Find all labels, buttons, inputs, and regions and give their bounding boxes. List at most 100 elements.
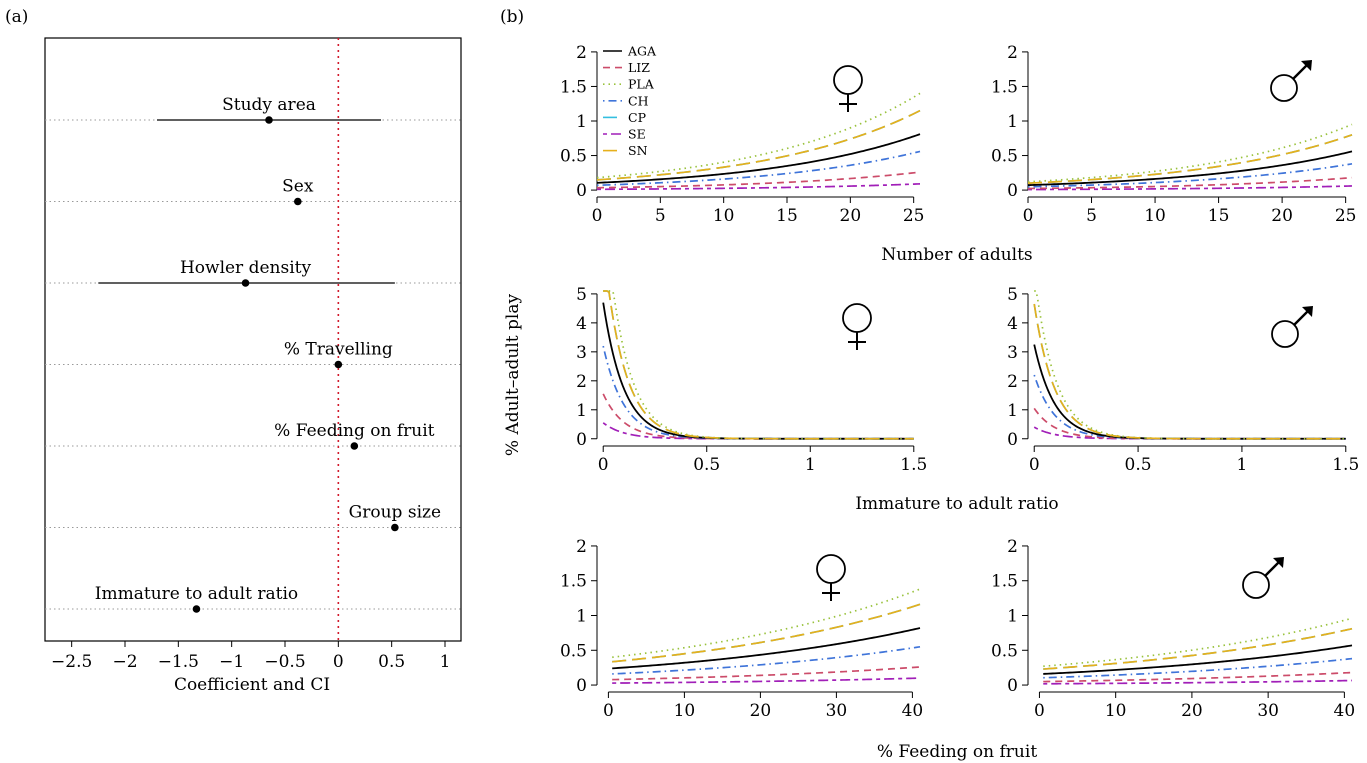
male-symbol-arrowhead [1273,557,1284,568]
y-tick-label: 5 [1007,285,1018,305]
series-line-se [1027,185,1353,191]
y-tick-label: 0.5 [560,641,587,661]
y-tick-label: 2 [576,43,587,63]
x-tick-label: −1 [219,652,244,672]
y-tick-label: 1 [1007,401,1018,421]
x-tick-label: 20 [840,206,862,226]
forest-plot: Study area Sex Howler density % Travelling%… [44,37,462,695]
y-tick-label: 1.5 [560,77,587,97]
x-tick-label: 10 [713,206,735,226]
female-symbol-circle [833,65,863,95]
x-tick-label: 0 [603,701,614,721]
series-line-cp [603,290,914,440]
estimate-point [391,523,399,532]
term-label: % Feeding on fruit [274,421,434,441]
panel-fruit-female: 0 10 20 30 40 0 0.5 1 1.5 2 [560,537,923,721]
estimate-point [350,442,359,450]
x-tick-label: −1.5 [158,652,199,672]
x-tick-label: 40 [902,701,924,721]
x-tick-label: −2.5 [51,652,92,672]
series-line-liz [596,171,921,189]
estimate-point [334,360,343,369]
y-tick-label: 4 [1007,314,1018,334]
male-symbol-arrowhead [1302,306,1313,317]
forest-frame [44,37,462,642]
x-tick-label: 0 [333,652,344,672]
male-symbol-arrowhead [1301,60,1312,71]
male-symbol-icon [1242,557,1284,599]
x-tick-label: 1 [1237,455,1248,475]
x-tick-label: 0 [592,206,603,226]
y-tick-label: 2 [1007,537,1018,557]
male-symbol-circle [1270,74,1298,102]
panel-fruit-male: 0 10 20 30 40 0 0.5 1 1.5 2 [991,537,1355,721]
x-tick-label: 40 [1334,701,1356,721]
panel-ratio-female: 0 0.5 1 1.5 0 1 2 3 4 5 [576,285,927,475]
x-tick-label: −0.5 [264,652,305,672]
x-tick-label: 1.5 [900,455,927,475]
y-tick-label: 3 [1007,343,1018,363]
series-line-liz [602,393,914,440]
male-symbol-icon [1271,306,1313,348]
estimate-point [192,605,201,613]
y-tick-label: 0.5 [991,147,1018,167]
x-tick-label: 25 [1335,206,1357,226]
x-axis-label-ratio: Immature to adult ratio [855,494,1058,514]
y-tick-label: 1.5 [991,572,1018,592]
x-tick-label: 1 [440,652,451,672]
male-symbol-circle [1242,571,1270,599]
x-tick-label: 0 [598,455,609,475]
x-tick-label: 1.5 [1332,455,1359,475]
series-line-aga [1027,150,1353,187]
series-line-cp [1033,303,1346,440]
legend-label: CH [628,93,649,108]
y-tick-label: 1 [1007,112,1018,132]
x-tick-label: 10 [1144,206,1166,226]
series-line-aga [1043,644,1353,675]
x-tick-label: 5 [655,206,666,226]
y-tick-label: 0 [1007,430,1018,450]
term-label: % Travelling [284,340,393,360]
y-tick-label: 2 [576,372,587,392]
term-label: Immature to adult ratio [95,584,298,604]
y-tick-label: 1 [576,112,587,132]
female-symbol-circle [816,554,846,584]
series-line-liz [612,666,921,681]
x-axis-label-forest: Coefficient and CI [174,675,330,695]
y-tick-label: 1 [576,607,587,627]
x-tick-label: 20 [1181,701,1203,721]
x-tick-label: 1 [805,455,816,475]
panel-label-a: (a) [5,7,28,27]
y-tick-label: 0 [576,181,587,201]
estimate-point [265,116,273,124]
x-tick-label: −2 [112,652,137,672]
x-tick-label: 15 [1208,206,1230,226]
x-tick-label: 0.5 [693,455,720,475]
series-line-se [602,422,914,440]
legend-label: AGA [627,44,657,59]
x-tick-label: 10 [674,701,696,721]
y-tick-label: 0 [1007,676,1018,696]
series-line-pla [596,92,921,179]
term-label: Sex [282,177,314,197]
male-symbol-icon [1270,60,1312,102]
series-line-sn [1027,134,1353,185]
series-line-aga [596,133,921,184]
series-line-pla [1034,290,1346,440]
y-tick-label: 2 [576,537,587,557]
y-tick-label: 4 [576,314,587,334]
x-tick-label: 30 [826,701,848,721]
estimate-point [241,279,250,287]
series-line-se [612,677,921,684]
panel-adults-male: 0 5 10 15 20 25 0 0.5 1 1.5 2 [991,43,1357,226]
series-line-sn [1043,627,1353,670]
term-label: Group size [349,503,441,523]
x-tick-label: 0.5 [1125,455,1152,475]
y-tick-label: 1.5 [991,77,1018,97]
female-symbol-circle [842,303,872,333]
x-axis-label-fruit: % Feeding on fruit [877,742,1037,762]
x-tick-label: 15 [776,206,798,226]
series-line-ch [1027,163,1353,188]
y-tick-label: 2 [1007,372,1018,392]
